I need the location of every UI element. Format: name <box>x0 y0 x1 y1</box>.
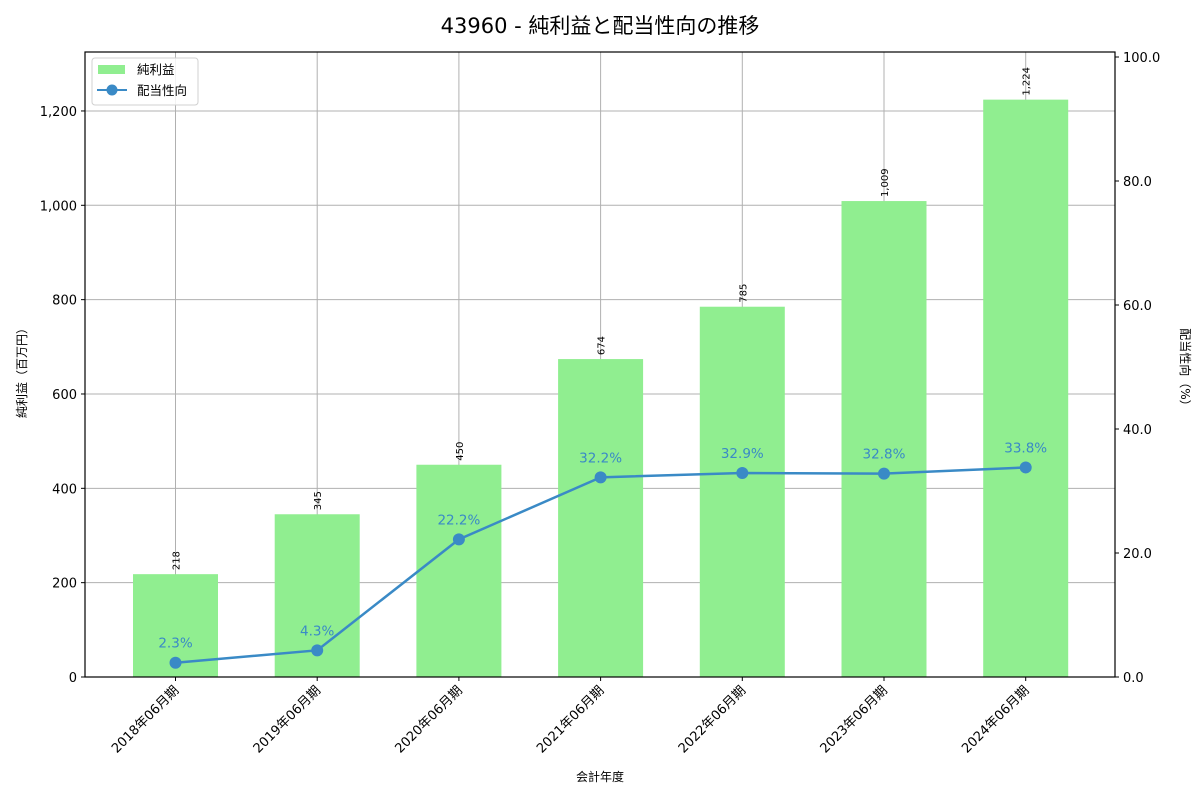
x-tick-label: 2024年06月期 <box>959 683 1032 756</box>
payout-ratio-label: 22.2% <box>437 512 480 528</box>
x-tick-label: 2020年06月期 <box>392 683 465 756</box>
left-y-tick-label: 400 <box>52 482 77 497</box>
right-y-axis: 0.0 20.0 40.0 60.0 80.0 100.0 <box>1115 51 1160 686</box>
line-marker <box>1019 461 1032 474</box>
right-y-axis-label: 配当性向（%） <box>1178 328 1193 411</box>
payout-ratio-label: 33.8% <box>1004 440 1047 456</box>
left-y-axis: 0 200 400 600 800 1,000 1,200 <box>40 105 85 686</box>
line-marker <box>594 471 607 484</box>
bar <box>841 201 927 677</box>
bar-value-labels: 218 345 450 674 785 1,009 1,224 <box>172 67 1033 570</box>
payout-ratio-label: 2.3% <box>158 636 192 652</box>
line-marker <box>878 467 890 480</box>
x-tick-label: 2019年06月期 <box>251 683 324 756</box>
bar <box>416 464 502 677</box>
line-marker <box>311 644 324 657</box>
x-axis: 2018年06月期 2019年06月期 2020年06月期 2021年06月期 2022… <box>109 677 1033 757</box>
left-y-tick-label: 1,200 <box>40 105 77 120</box>
x-tick-label: 2021年06月期 <box>534 683 607 756</box>
bar <box>699 306 785 677</box>
right-y-tick-label: 80.0 <box>1123 175 1152 190</box>
bar-value-label: 1,009 <box>880 168 891 197</box>
legend-label-payout-ratio: 配当性向 <box>137 83 187 98</box>
left-y-tick-label: 600 <box>52 388 77 403</box>
legend-bar-swatch <box>98 65 125 74</box>
bar-value-label: 345 <box>313 491 324 510</box>
left-y-tick-label: 1,000 <box>40 199 77 214</box>
bar-value-label: 450 <box>455 442 466 461</box>
left-y-tick-label: 0 <box>69 671 77 686</box>
payout-ratio-label: 4.3% <box>300 623 334 639</box>
right-y-tick-label: 20.0 <box>1123 547 1152 562</box>
payout-ratio-label: 32.9% <box>721 446 764 462</box>
line-marker <box>452 533 465 546</box>
line-marker <box>169 656 182 669</box>
bar <box>558 359 644 677</box>
right-y-tick-label: 0.0 <box>1123 671 1144 686</box>
x-tick-label: 2018年06月期 <box>109 683 182 756</box>
line-marker <box>736 467 749 480</box>
legend-label-net-income: 純利益 <box>137 62 175 77</box>
payout-ratio-label: 32.2% <box>579 450 622 466</box>
right-y-tick-label: 60.0 <box>1123 299 1152 314</box>
bar-value-label: 674 <box>597 336 608 355</box>
bar <box>983 99 1069 678</box>
x-tick-label: 2023年06月期 <box>818 683 891 756</box>
bar-value-label: 785 <box>738 284 749 303</box>
left-y-tick-label: 200 <box>52 577 77 592</box>
legend: 純利益 配当性向 <box>91 57 199 106</box>
bar-series-net-income <box>133 99 1069 678</box>
plot-frame <box>84 51 1116 678</box>
legend-marker-icon <box>106 84 118 96</box>
line-series-payout-ratio: 2.3% 4.3% 22.2% 32.2% 32.9% 32.8% 33.8% <box>158 440 1047 669</box>
chart-title: 43960 - 純利益と配当性向の推移 <box>441 14 760 38</box>
right-y-tick-label: 100.0 <box>1123 51 1160 66</box>
x-tick-label: 2022年06月期 <box>676 683 749 756</box>
left-y-axis-label: 純利益（百万円） <box>15 322 29 418</box>
left-y-tick-label: 800 <box>52 294 77 309</box>
x-axis-label: 会計年度 <box>576 769 624 784</box>
right-y-tick-label: 40.0 <box>1123 423 1152 438</box>
bar-value-label: 1,224 <box>1022 67 1033 96</box>
bar-value-label: 218 <box>172 551 183 570</box>
payout-ratio-label: 32.8% <box>863 447 906 463</box>
